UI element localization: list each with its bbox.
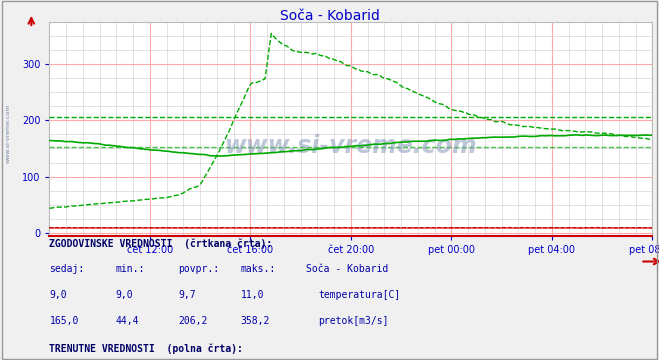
Text: TRENUTNE VREDNOSTI  (polna črta):: TRENUTNE VREDNOSTI (polna črta): — [49, 343, 243, 354]
Text: www.si-vreme.com: www.si-vreme.com — [5, 103, 11, 163]
Text: 358,2: 358,2 — [241, 316, 270, 326]
Text: 44,4: 44,4 — [115, 316, 139, 326]
Text: povpr.:: povpr.: — [178, 264, 219, 274]
Text: min.:: min.: — [115, 264, 145, 274]
Text: maks.:: maks.: — [241, 264, 275, 274]
Text: 9,0: 9,0 — [115, 290, 133, 300]
Text: Soča - Kobarid: Soča - Kobarid — [279, 9, 380, 23]
Text: ZGODOVINSKE VREDNOSTI  (črtkana črta):: ZGODOVINSKE VREDNOSTI (črtkana črta): — [49, 238, 273, 249]
Text: 206,2: 206,2 — [178, 316, 208, 326]
Text: sedaj:: sedaj: — [49, 264, 84, 274]
Text: pretok[m3/s]: pretok[m3/s] — [318, 316, 389, 326]
Text: temperatura[C]: temperatura[C] — [318, 290, 401, 300]
Text: 11,0: 11,0 — [241, 290, 264, 300]
Text: 165,0: 165,0 — [49, 316, 79, 326]
Text: Soča - Kobarid: Soča - Kobarid — [306, 264, 389, 274]
Text: 9,7: 9,7 — [178, 290, 196, 300]
Text: www.si-vreme.com: www.si-vreme.com — [225, 134, 477, 158]
Text: 9,0: 9,0 — [49, 290, 67, 300]
